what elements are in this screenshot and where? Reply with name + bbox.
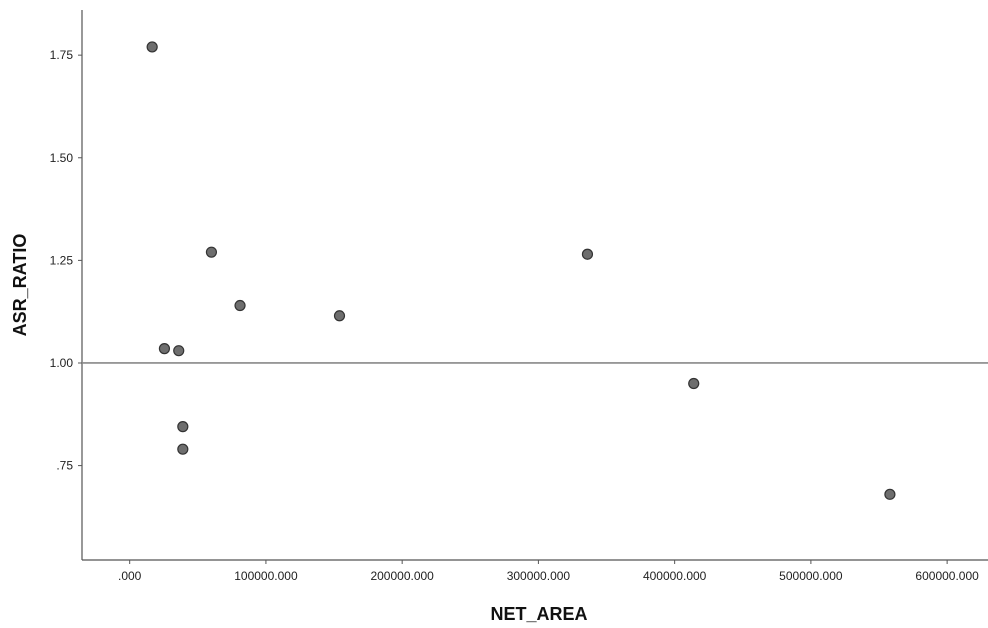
data-point bbox=[177, 421, 189, 433]
data-point bbox=[333, 310, 346, 322]
x-tick-label: 600000.000 bbox=[915, 569, 979, 583]
x-axis-title: NET_AREA bbox=[490, 604, 587, 624]
data-point bbox=[177, 443, 189, 455]
data-point bbox=[146, 41, 158, 53]
y-tick-label: 1.00 bbox=[50, 356, 74, 370]
x-tick-label: 500000.000 bbox=[779, 569, 843, 583]
data-point bbox=[234, 299, 246, 312]
x-tick-label: 100000.000 bbox=[234, 569, 298, 583]
x-tick-label: 400000.000 bbox=[643, 569, 707, 583]
data-point bbox=[173, 345, 185, 357]
y-tick-label: .75 bbox=[56, 459, 73, 473]
data-points bbox=[146, 41, 896, 500]
x-tick-label: .000 bbox=[118, 569, 142, 583]
x-tick-label: 300000.000 bbox=[507, 569, 571, 583]
data-point bbox=[688, 377, 700, 390]
data-point bbox=[158, 343, 171, 355]
y-tick-label: 1.25 bbox=[50, 253, 74, 267]
x-tick-label: 200000.000 bbox=[370, 569, 434, 583]
data-point bbox=[581, 248, 594, 260]
y-axis-title: ASR_RATIO bbox=[10, 234, 30, 337]
x-axis-ticks: .000 100000.000 200000.000 300000.000 400000… bbox=[118, 560, 979, 583]
y-tick-label: 1.75 bbox=[50, 48, 74, 62]
data-point bbox=[205, 246, 218, 258]
data-point bbox=[884, 488, 896, 500]
y-axis-ticks: .75 1.00 1.25 1.50 1.75 bbox=[50, 48, 82, 473]
y-tick-label: 1.50 bbox=[50, 151, 74, 165]
